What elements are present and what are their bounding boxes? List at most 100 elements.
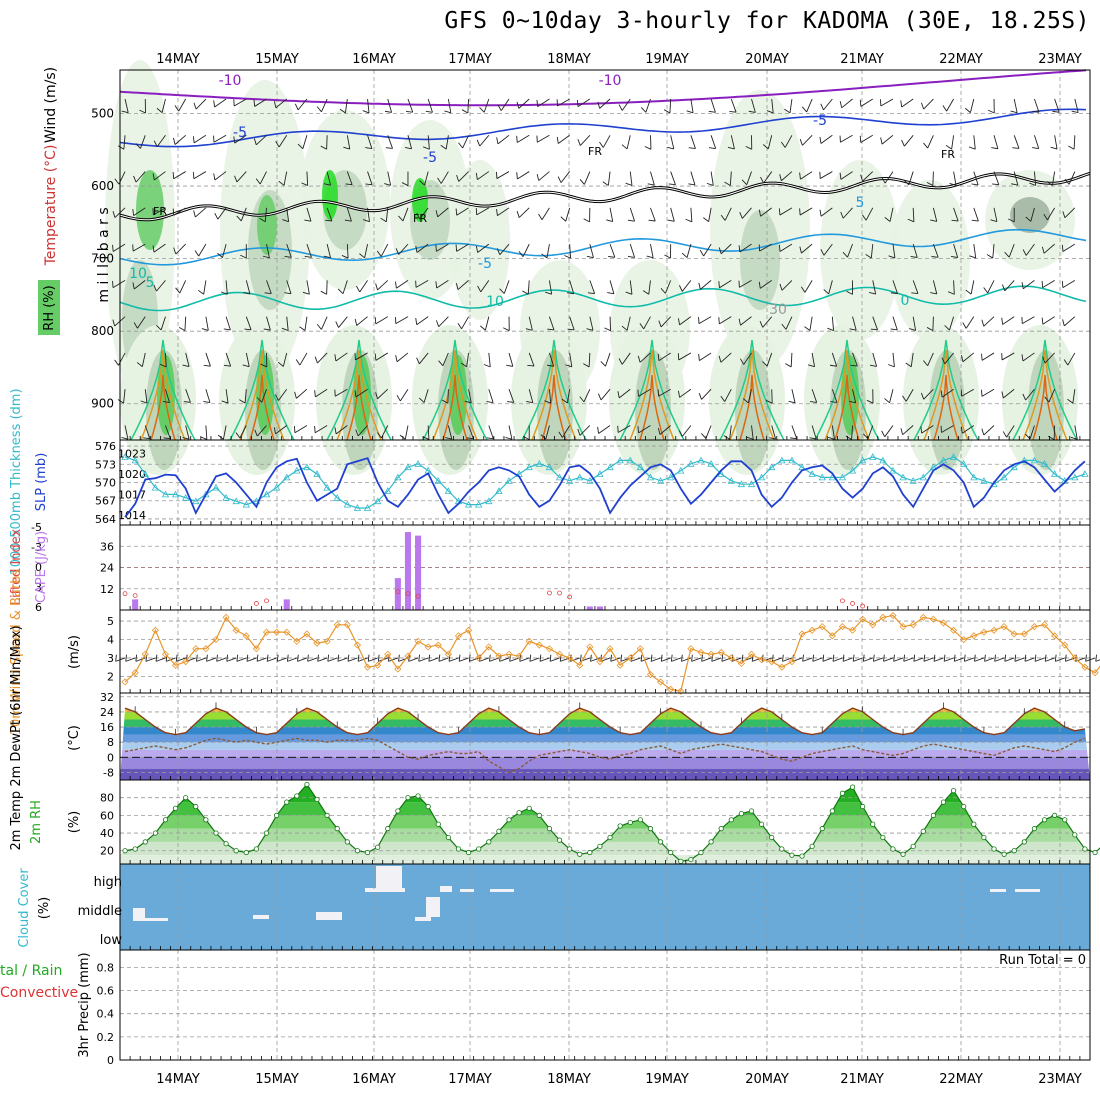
upper-wind-barb-61-flag — [233, 136, 236, 144]
upper-wind-barb-414 — [950, 243, 959, 258]
upper-wind-barb-180-staff — [483, 98, 490, 113]
upper-wind-barb-389-staff — [884, 425, 894, 438]
upper-wind-barb-260 — [640, 98, 651, 113]
upper-wind-barb-326-staff — [762, 316, 773, 328]
upper-wind-barb-102 — [323, 171, 331, 186]
upper-wind-barb-111-staff — [346, 135, 351, 150]
wind-marker-75 — [879, 613, 887, 621]
upper-wind-barb-366-staff — [852, 316, 857, 331]
upper-wind-barb-271-staff — [670, 135, 675, 150]
upper-wind-barb-352-staff — [819, 171, 833, 179]
upper-wind-barb-330-flag — [784, 108, 791, 114]
slp-line — [124, 456, 1086, 509]
upper-wind-barb-179-flag — [466, 437, 474, 440]
upper-wind-barb-79 — [254, 425, 267, 437]
sfc-wind-barb-10-flag — [216, 654, 218, 662]
upper-wind-barb-291-flag — [708, 147, 716, 149]
slp-marker-75 — [879, 456, 887, 464]
upper-wind-barb-183-staff — [476, 207, 490, 216]
upper-wind-barb-184-flag — [475, 245, 479, 253]
wind-marker-36 — [485, 643, 493, 651]
sfc-wind-barb-39-staff — [509, 657, 520, 662]
upper-wind-barb-9-staff — [124, 425, 129, 440]
upper-wind-barb-411 — [945, 135, 955, 150]
slp-marker-22 — [343, 500, 352, 508]
sfc-wind-barb-87 — [994, 654, 1005, 662]
upper-wind-barb-325-flag — [758, 281, 761, 289]
sfc-wind-barb-72 — [842, 654, 853, 662]
upper-wind-barb-94 — [304, 243, 312, 258]
sfc-wind-barb-68-staff — [802, 657, 813, 662]
slp-marker-79 — [919, 473, 927, 481]
upper-wind-barb-343 — [799, 207, 813, 216]
upper-wind-barb-251 — [621, 135, 631, 150]
wind-marker-3 — [151, 626, 159, 634]
upper-wind-barb-396 — [909, 316, 917, 331]
upper-wind-barb-125 — [356, 280, 368, 293]
upper-wind-barb-207-staff — [528, 352, 535, 367]
temp-band-5 — [120, 727, 1090, 735]
sfc-wind-barb-37-flag — [489, 654, 491, 662]
upper-wind-barb-399 — [900, 425, 914, 436]
upper-wind-barb-253-flag — [627, 219, 635, 222]
slp-marker-41 — [535, 459, 543, 467]
rh-marker-3 — [152, 830, 158, 836]
upper-wind-barb-470-staff — [1074, 98, 1079, 113]
upper-wind-barb-448 — [1001, 388, 1015, 399]
upper-wind-barb-117 — [334, 352, 348, 362]
upper-wind-barb-147-staff — [396, 352, 409, 363]
sfc-wind-barb-17-staff — [287, 657, 297, 662]
upper-wind-barb-415-staff — [953, 280, 955, 295]
upper-wind-barb-45-staff — [203, 280, 207, 295]
upper-wind-barb-35-staff — [179, 280, 187, 294]
upper-wind-barb-124 — [359, 244, 368, 259]
upper-wind-barb-399-flag — [900, 428, 904, 435]
upper-wind-barb-424-flag — [969, 255, 976, 259]
sfc-wind-barb-93 — [1054, 654, 1065, 662]
upper-wind-barb-325 — [758, 280, 772, 289]
wind-marker-57 — [697, 648, 705, 656]
upper-wind-barb-228-staff — [567, 389, 571, 404]
upper-wind-barb-146 — [394, 316, 409, 325]
cloud-left-label: Cloud Cover — [17, 868, 32, 948]
sfc-wind-barb-38-staff — [499, 657, 510, 662]
upper-wind-barb-219-flag — [540, 434, 547, 440]
upper-wind-barb-98-staff — [296, 388, 308, 399]
sfc-wind-barb-81-flag — [933, 654, 936, 662]
upper-wind-barb-51-staff — [213, 134, 227, 143]
upper-wind-barb-131-staff — [387, 135, 393, 149]
contour-15-lobe-7 — [814, 339, 880, 441]
rh-marker-84 — [971, 821, 977, 827]
sfc-wind-barb-85-flag — [974, 654, 976, 662]
upper-wind-barb-294-staff — [703, 243, 712, 257]
upper-wind-barb-322-staff — [763, 171, 773, 184]
upper-wind-barb-239 — [577, 425, 591, 436]
li-left-tick-0: -5 — [31, 521, 42, 534]
upper-wind-barb-190-staff — [500, 98, 510, 111]
upper-wind-barb-372-flag — [860, 174, 863, 182]
upper-wind-barb-233 — [583, 207, 591, 223]
li-marker-73 — [860, 603, 866, 609]
sfc-wind-barb-89 — [1014, 654, 1025, 662]
upper-wind-barb-304-flag — [718, 247, 722, 254]
slp-marker-11 — [232, 497, 240, 505]
cloud-background — [120, 864, 1090, 950]
rh-marker-45 — [577, 851, 583, 857]
upper-wind-barb-310-staff — [751, 98, 756, 113]
wind-marker-40 — [525, 637, 533, 645]
upper-wind-barb-104 — [323, 244, 331, 259]
upper-wind-barb-34 — [173, 243, 186, 255]
sfc-wind-barb-97-staff — [1095, 657, 1100, 662]
upper-wind-barb-263-flag — [648, 219, 656, 222]
sfc-wind-barb-9-flag — [206, 654, 208, 662]
upper-wind-barb-16-flag — [133, 322, 138, 329]
upper-wind-barb-308-flag — [720, 395, 726, 402]
contour-20-lobe-0 — [140, 349, 186, 441]
upper-wind-barb-171-staff — [462, 135, 470, 149]
upper-wind-barb-119-flag — [334, 427, 337, 434]
upper-wind-barb-409-flag — [920, 426, 923, 434]
upper-wind-barb-409 — [920, 425, 934, 434]
slp-right-tick-3: 1014 — [118, 509, 146, 522]
upper-wind-barb-13-staff — [133, 207, 146, 217]
sfc-wind-barb-74-staff — [863, 657, 873, 662]
